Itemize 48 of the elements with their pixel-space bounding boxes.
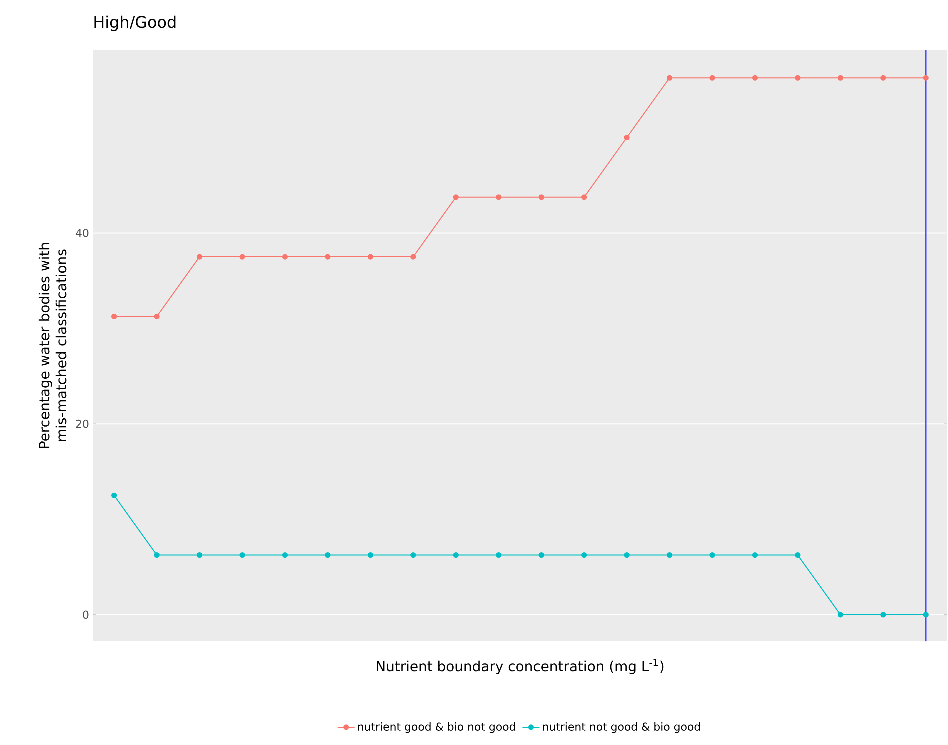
point xyxy=(325,552,331,558)
point xyxy=(368,254,374,260)
point xyxy=(923,76,929,82)
point xyxy=(112,314,118,320)
point xyxy=(710,76,716,82)
y-tick-label: 0 xyxy=(83,611,89,620)
point xyxy=(112,493,118,499)
point xyxy=(538,552,544,558)
point xyxy=(282,552,288,558)
point xyxy=(624,135,630,141)
y-axis-title: Percentage water bodies with mis-matched classifications xyxy=(38,243,67,448)
point xyxy=(368,552,374,558)
point xyxy=(496,194,502,200)
point xyxy=(496,552,502,558)
point xyxy=(154,552,160,558)
point xyxy=(752,76,758,82)
point xyxy=(538,194,544,200)
point xyxy=(838,612,844,618)
point xyxy=(453,552,459,558)
point xyxy=(582,552,588,558)
point xyxy=(240,254,246,260)
point xyxy=(880,76,886,82)
y-tick-label: 20 xyxy=(76,420,89,428)
legend-label: nutrient not good & bio good xyxy=(543,722,700,734)
point xyxy=(240,552,246,558)
point xyxy=(666,552,673,558)
point xyxy=(282,254,288,260)
point xyxy=(453,194,459,200)
point xyxy=(196,552,203,558)
point xyxy=(795,76,801,82)
point xyxy=(410,552,416,558)
point xyxy=(838,76,844,82)
point xyxy=(196,254,203,260)
point xyxy=(582,194,588,200)
legend-label: nutrient good & bio not good xyxy=(358,722,516,734)
point xyxy=(795,552,801,558)
point xyxy=(710,552,716,558)
point xyxy=(624,552,630,558)
point xyxy=(666,76,673,82)
chart-title: High/Good xyxy=(94,16,176,32)
point xyxy=(923,612,929,618)
point xyxy=(410,254,416,260)
point xyxy=(325,254,331,260)
point xyxy=(880,612,886,618)
point xyxy=(752,552,758,558)
y-tick-label: 40 xyxy=(76,229,89,238)
x-axis-title: Nutrient boundary concentration (mg L$^{-1}$) xyxy=(377,659,664,675)
point xyxy=(154,314,160,320)
